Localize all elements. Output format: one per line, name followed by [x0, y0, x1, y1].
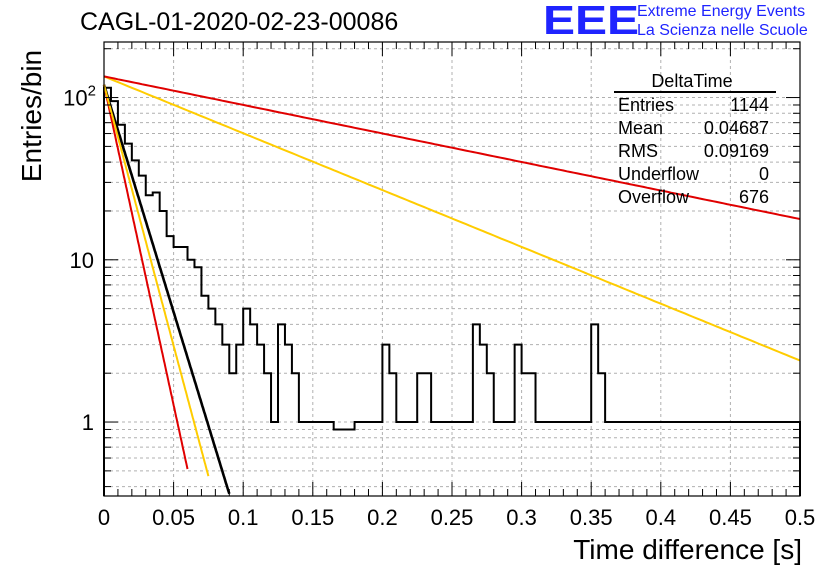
tick-labels: 0 0.05 0.1 0.15 0.2 0.25 0.3 0.35 0.4 0.45 0.5 1 10 1… [63, 83, 815, 530]
x-tick-label: 0.35 [570, 505, 613, 530]
fit-curve-yellow_steep [103, 84, 210, 477]
stats-row-label: Entries [618, 95, 674, 115]
x-tick-label: 0.45 [709, 505, 752, 530]
x-tick-label: 0.4 [646, 505, 677, 530]
x-tick-label: 0 [98, 505, 110, 530]
x-tick-label: 0.1 [228, 505, 259, 530]
chart-title: CAGL-01-2020-02-23-00086 [80, 8, 399, 36]
axes [103, 41, 801, 497]
histogram-outline [103, 86, 801, 496]
x-tick-label: 0.2 [367, 505, 398, 530]
stats-title: DeltaTime [651, 71, 732, 91]
stats-row-label: Overflow [618, 187, 690, 207]
x-tick-label: 0.3 [506, 505, 537, 530]
x-tick-label: 0.25 [431, 505, 474, 530]
y-tick-label: 1 [82, 410, 94, 435]
brand-line-2: La Scienza nelle Scuole [637, 22, 808, 39]
stats-row-value: 676 [739, 187, 769, 207]
stats-row-label: Mean [618, 118, 663, 138]
stats-row-value: 0.09169 [704, 141, 769, 161]
fit-curve-black [102, 84, 231, 495]
x-tick-label: 0.5 [785, 505, 816, 530]
eee-logo: EEE [543, 0, 640, 44]
x-tick-label: 0.05 [152, 505, 195, 530]
stats-box: DeltaTime Entries 1144 Mean 0.04687 RMS 0.0916… [614, 71, 776, 207]
stats-row-label: Underflow [618, 164, 700, 184]
histogram-bars [103, 86, 801, 496]
stats-row-value: 0 [759, 164, 769, 184]
fit-curve-red_steep [103, 84, 189, 470]
brand-line-1: Extreme Energy Events [637, 3, 806, 20]
stats-row-value: 0.04687 [704, 118, 769, 138]
x-tick-label: 0.15 [291, 505, 334, 530]
fit-curves [102, 75, 801, 495]
y-tick-label: 10 [70, 248, 94, 273]
fit-curve-red_shallow [103, 75, 801, 220]
stats-row-value: 1144 [730, 95, 769, 115]
x-axis-label: Time difference [s] [573, 534, 802, 565]
y-tick-label: 102 [63, 83, 96, 111]
stats-row-label: RMS [618, 141, 658, 161]
fit-curve-yellow_shallow [103, 75, 801, 362]
